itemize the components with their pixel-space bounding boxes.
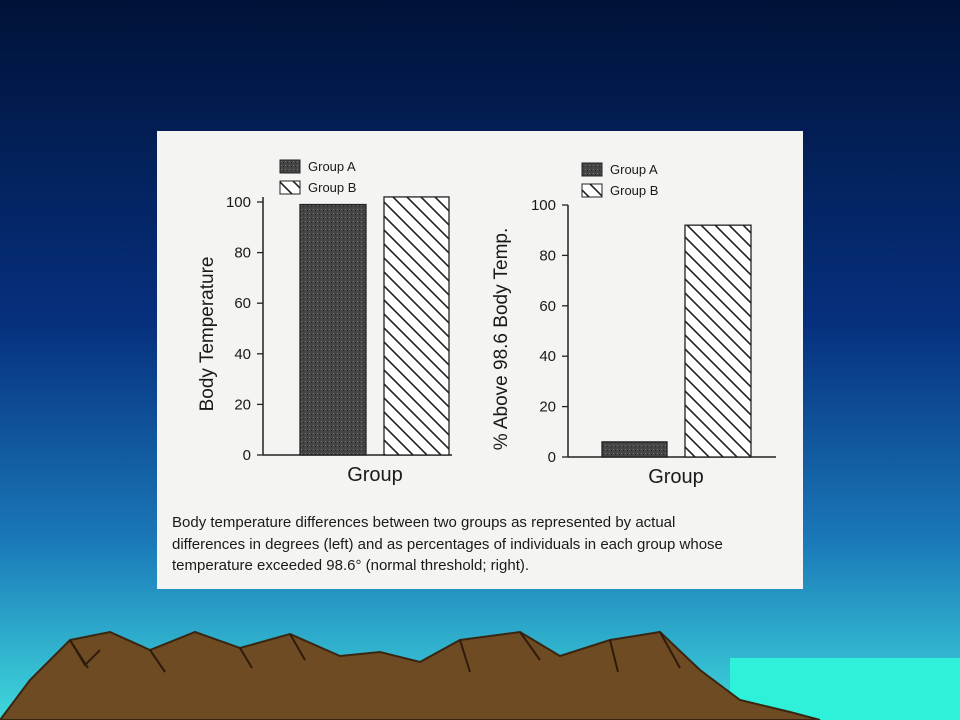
y-tick-label: 100 [531,197,556,214]
legend-swatch [279,159,301,174]
charts: 0 20 40 60 80 100 Body Temperature Group Group A… [197,159,776,488]
y-tick-label: 60 [539,298,556,315]
y-tick-label: 20 [539,399,556,416]
y-tick-label: 100 [226,194,251,211]
y-tick-label: 80 [234,245,251,262]
mountain-ridges [69,631,681,673]
legend-swatch [581,183,603,198]
bar [383,196,450,456]
legend-swatch [279,180,301,195]
bar [601,441,668,458]
y-tick-label: 60 [234,295,251,312]
legend-label: Group A [308,159,356,174]
mountains [0,630,821,720]
bar [299,203,367,456]
legend-label: Group B [308,180,356,195]
y-tick-label: 0 [243,447,251,464]
y-tick-label: 40 [234,346,251,363]
caption-line: temperature exceeded 98.6° (normal thres… [172,557,529,574]
bar [684,224,752,458]
caption-line: Body temperature differences between two… [172,514,675,531]
legend-label: Group A [610,162,658,177]
y-tick-label: 80 [539,247,556,264]
y-tick-label: 40 [539,348,556,365]
y-tick-label: 0 [548,449,556,466]
legend-swatch [581,162,603,177]
x-axis-label: Group [347,464,403,486]
y-tick-label: 20 [234,396,251,413]
y-axis-label: % Above 98.6 Body Temp. [491,228,512,451]
x-axis-label: Group [648,466,704,488]
y-axis-label: Body Temperature [197,257,218,412]
legend-label: Group B [610,183,658,198]
caption-line: differences in degrees (left) and as per… [172,536,723,553]
